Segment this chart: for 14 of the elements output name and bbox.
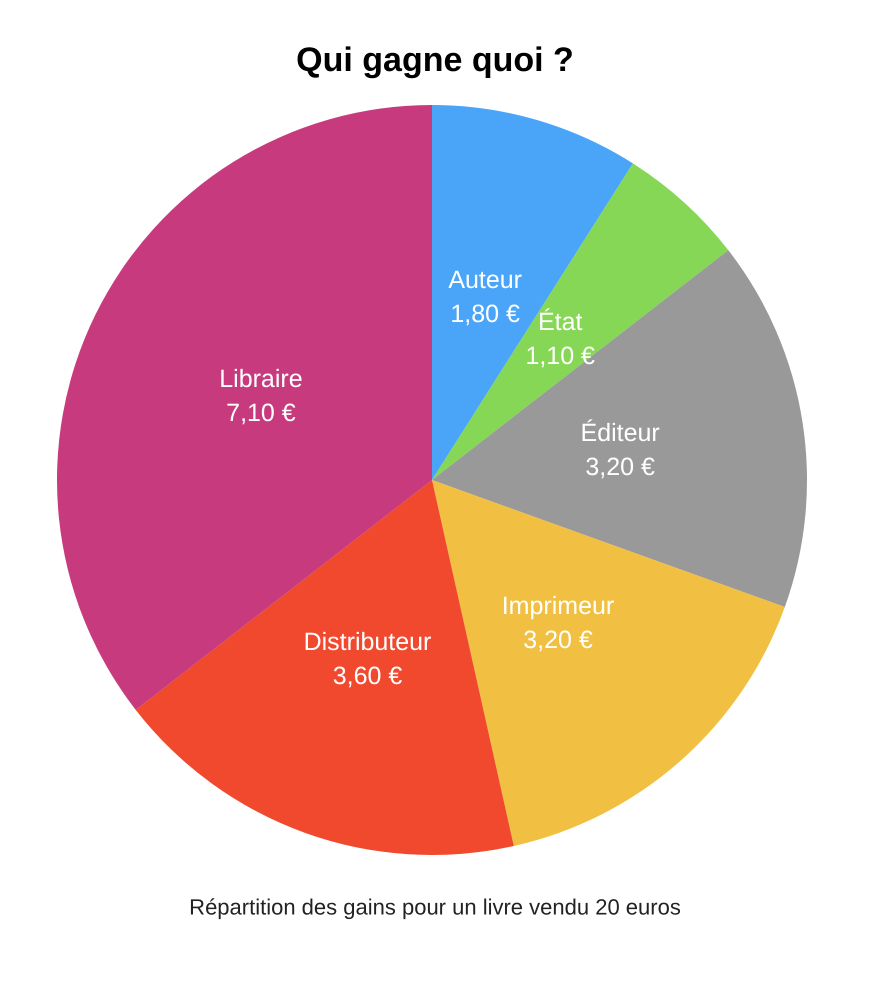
data-label: 3,20 € xyxy=(585,453,655,482)
slice-label: Éditeur xyxy=(580,419,660,448)
slice-label: Auteur xyxy=(448,266,522,294)
slice-label: État xyxy=(538,308,582,336)
data-label: 3,20 € xyxy=(523,626,593,654)
slice-label: Distributeur xyxy=(304,628,432,656)
text: Répartition des gains pour un livre vendu 20 euros xyxy=(189,894,681,920)
data-label: 1,80 € xyxy=(450,300,520,328)
data-label: 7,10 € xyxy=(226,399,296,428)
slice-label: Imprimeur xyxy=(502,592,614,620)
chart-title: Qui gagne quoi ? xyxy=(296,41,574,79)
slice-label: Libraire xyxy=(219,365,303,394)
data-label: 1,10 € xyxy=(525,342,596,370)
data-label: 3,60 € xyxy=(332,662,402,690)
